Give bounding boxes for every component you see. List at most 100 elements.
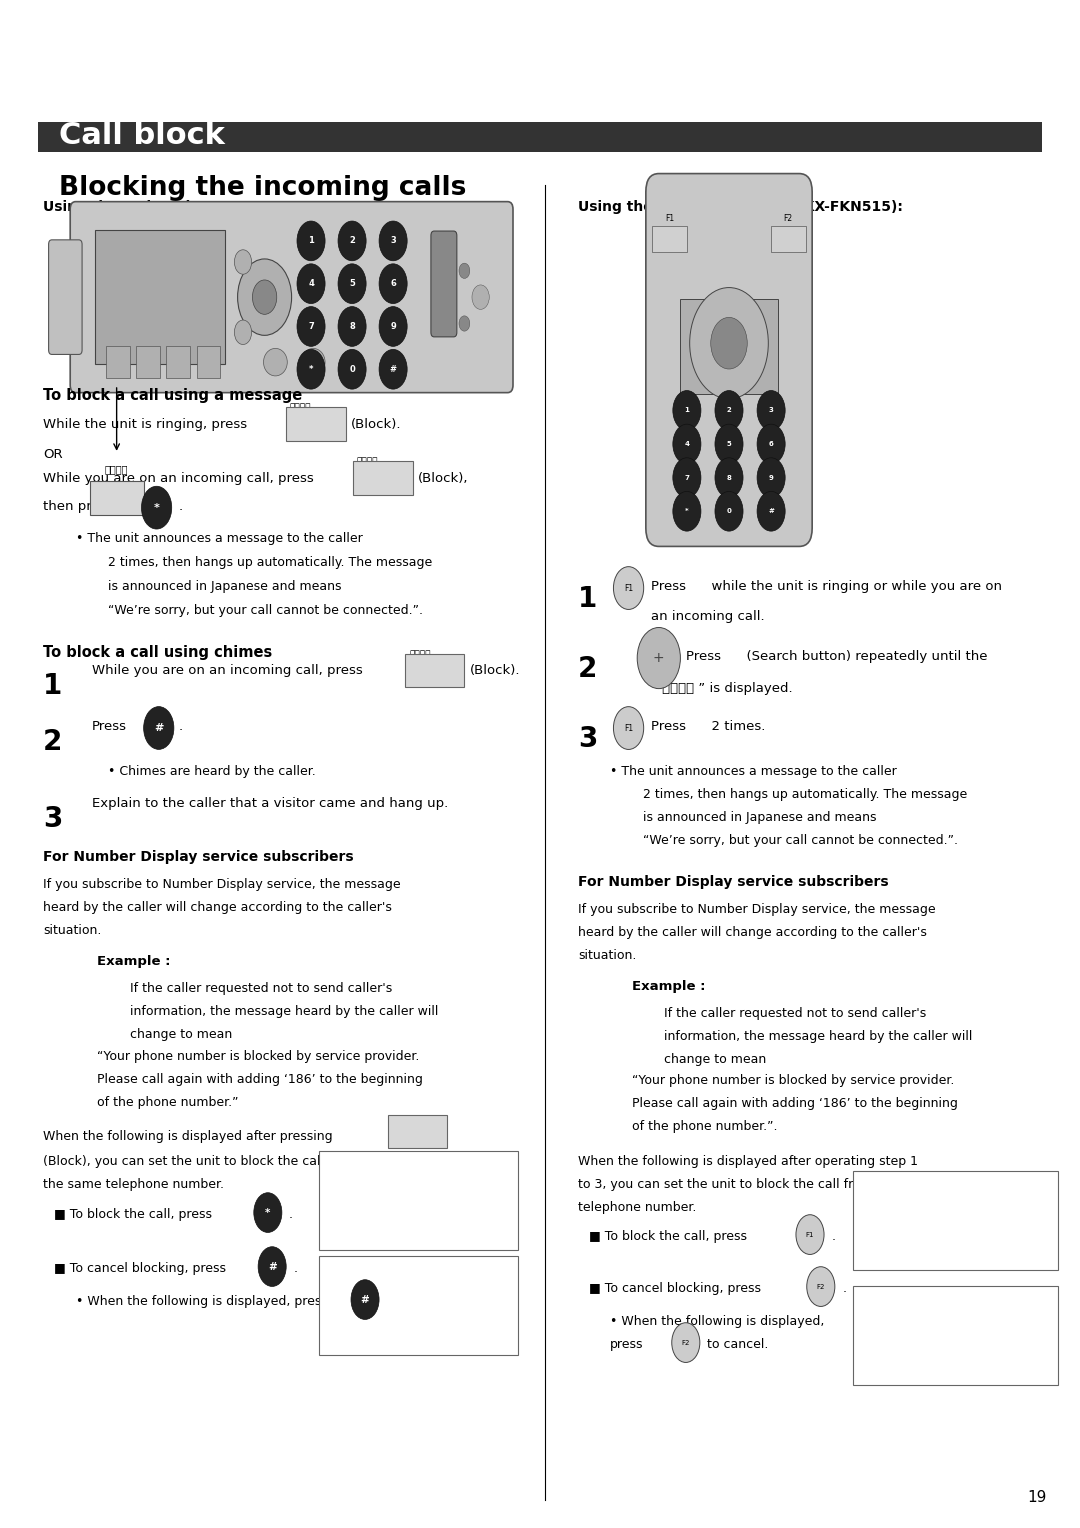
Bar — [95, 231, 225, 364]
Text: 通話拒否: 通話拒否 — [289, 403, 311, 413]
Circle shape — [613, 706, 644, 749]
FancyBboxPatch shape — [70, 202, 513, 393]
Bar — [680, 299, 778, 394]
Text: 0: 0 — [727, 509, 731, 515]
Circle shape — [297, 307, 325, 347]
Circle shape — [757, 458, 785, 498]
Text: 通話拒否: 通話拒否 — [409, 651, 431, 660]
Text: F1: F1 — [806, 1232, 814, 1238]
Text: to 3, you can set the unit to block the call from the same: to 3, you can set the unit to block the … — [578, 1178, 935, 1190]
Text: (Block),: (Block), — [418, 472, 469, 484]
Circle shape — [379, 307, 407, 347]
Text: press: press — [610, 1339, 644, 1351]
Text: #: # — [390, 365, 396, 374]
Text: While the unit is ringing, press: While the unit is ringing, press — [43, 419, 247, 431]
Text: *: * — [685, 509, 689, 515]
Text: 9: 9 — [390, 322, 396, 332]
Circle shape — [472, 284, 489, 309]
Text: 通話拒否: 通話拒否 — [105, 465, 129, 475]
Text: If the caller requested not to send caller's: If the caller requested not to send call… — [664, 1007, 927, 1021]
Text: situation.: situation. — [578, 949, 636, 963]
Circle shape — [637, 628, 680, 689]
Text: 2: 2 — [727, 408, 731, 414]
Circle shape — [351, 1280, 379, 1320]
Text: When the following is displayed after operating step 1: When the following is displayed after op… — [578, 1155, 918, 1167]
Text: • When the following is displayed,: • When the following is displayed, — [610, 1316, 824, 1328]
Text: then press: then press — [43, 500, 113, 513]
Text: 4: 4 — [685, 442, 689, 448]
Circle shape — [715, 425, 743, 465]
Text: • The unit announces a message to the caller: • The unit announces a message to the ca… — [76, 532, 363, 545]
Text: 7: 7 — [308, 322, 314, 332]
Text: Example :: Example : — [97, 955, 171, 969]
Text: is announced in Japanese and means: is announced in Japanese and means — [108, 581, 341, 593]
Text: 3: 3 — [578, 724, 597, 753]
Bar — [319, 1256, 518, 1355]
Text: If the caller requested not to send caller's: If the caller requested not to send call… — [130, 983, 392, 995]
Bar — [166, 347, 190, 377]
Circle shape — [715, 492, 743, 532]
Text: For Number Display service subscribers: For Number Display service subscribers — [43, 850, 354, 863]
Text: 1: 1 — [685, 408, 689, 414]
Text: #: # — [154, 723, 163, 733]
Text: .: . — [842, 1282, 847, 1296]
Text: ■ To cancel blocking, press: ■ To cancel blocking, press — [589, 1282, 760, 1296]
Text: If you subscribe to Number Display service, the message: If you subscribe to Number Display servi… — [43, 879, 401, 891]
Circle shape — [238, 258, 292, 335]
Circle shape — [715, 391, 743, 431]
Text: • Chimes are heard by the caller.: • Chimes are heard by the caller. — [108, 766, 315, 778]
Text: 5: 5 — [727, 442, 731, 448]
Circle shape — [297, 264, 325, 304]
Bar — [90, 481, 144, 515]
Text: はい=＊ いいえ=＃: はい=＊ いいえ=＃ — [329, 1232, 394, 1242]
Text: 1: 1 — [308, 237, 314, 246]
Text: 2: 2 — [43, 727, 63, 756]
Bar — [853, 1170, 1058, 1270]
Text: information, the message heard by the caller will: information, the message heard by the ca… — [130, 1005, 438, 1018]
Bar — [286, 408, 346, 442]
Text: 1: 1 — [578, 585, 597, 613]
Text: “We’re sorry, but your call cannot be connected.”.: “We’re sorry, but your call cannot be co… — [108, 604, 423, 617]
Text: F2: F2 — [681, 1340, 690, 1346]
Text: 通話拒否: 通話拒否 — [356, 457, 378, 466]
Text: If you subscribe to Number Display service, the message: If you subscribe to Number Display servi… — [578, 903, 935, 915]
Bar — [405, 654, 464, 688]
Text: 3: 3 — [390, 237, 396, 246]
Text: Press: Press — [92, 720, 126, 733]
Text: 2 times, then hangs up automatically. The message: 2 times, then hangs up automatically. Th… — [643, 788, 967, 801]
Circle shape — [297, 350, 325, 390]
Text: heard by the caller will change according to the caller's: heard by the caller will change accordin… — [43, 902, 392, 914]
Text: 迷感設定しますか？: 迷感設定しますか？ — [329, 1210, 386, 1219]
Circle shape — [379, 350, 407, 390]
FancyBboxPatch shape — [431, 231, 457, 336]
Text: “ 通話拒否 ” is displayed.: “ 通話拒否 ” is displayed. — [651, 681, 793, 695]
Text: Press      (Search button) repeatedly until the: Press (Search button) repeatedly until t… — [686, 651, 987, 663]
Circle shape — [715, 458, 743, 498]
Text: F1: F1 — [624, 724, 633, 732]
Circle shape — [459, 316, 470, 332]
Bar — [38, 122, 1042, 151]
Text: 3: 3 — [769, 408, 773, 414]
Circle shape — [673, 458, 701, 498]
Text: Using the portable handset (KX-FKN515):: Using the portable handset (KX-FKN515): — [578, 200, 903, 214]
Text: *: * — [266, 1207, 270, 1218]
Text: #: # — [361, 1294, 369, 1305]
Ellipse shape — [264, 348, 287, 376]
Circle shape — [757, 391, 785, 431]
Text: *: * — [309, 365, 313, 374]
Text: 2 times, then hangs up automatically. The message: 2 times, then hangs up automatically. Th… — [108, 556, 432, 568]
Text: • When the following is displayed, press: • When the following is displayed, press — [76, 1296, 327, 1308]
Text: Using the main unit:: Using the main unit: — [43, 200, 203, 214]
Text: Explain to the caller that a visitor came and hang up.: Explain to the caller that a visitor cam… — [92, 798, 448, 810]
Text: .: . — [294, 1262, 298, 1274]
Circle shape — [258, 1247, 286, 1287]
Circle shape — [338, 350, 366, 390]
Text: ■ To block the call, press: ■ To block the call, press — [589, 1230, 746, 1242]
Text: しますか？: しますか？ — [864, 1254, 895, 1265]
Text: To block a call using chimes: To block a call using chimes — [43, 645, 272, 660]
Text: .: . — [832, 1230, 836, 1242]
Bar — [652, 226, 687, 252]
Text: (Block), you can set the unit to block the call from: (Block), you can set the unit to block t… — [43, 1155, 357, 1167]
Text: heard by the caller will change according to the caller's: heard by the caller will change accordin… — [578, 926, 927, 940]
Text: F1: F1 — [624, 584, 633, 593]
